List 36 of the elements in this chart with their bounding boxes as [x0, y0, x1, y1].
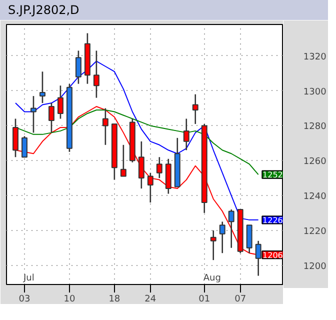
- y-tick-label: 1200: [303, 262, 327, 272]
- candlestick: [57, 84, 64, 120]
- candlestick: [255, 240, 262, 276]
- x-tick-label: 10: [64, 294, 76, 304]
- candlestick: [93, 50, 100, 98]
- y-tick-label: 1220: [303, 226, 327, 237]
- data-label: 1252: [262, 170, 283, 180]
- chart-title: S.JP.J2802,D: [8, 2, 80, 19]
- candlestick: [75, 50, 82, 84]
- candlestick: [246, 224, 252, 254]
- x-tick-label: 03: [18, 294, 30, 304]
- candlestick: [30, 95, 36, 134]
- x-tick-label: 18: [108, 294, 120, 304]
- candlestick: [210, 230, 216, 261]
- candlestick: [156, 156, 162, 179]
- candlestick: [183, 118, 190, 151]
- candlestick: [138, 140, 144, 190]
- candlestick: [219, 221, 226, 254]
- candlestick: [192, 94, 198, 125]
- candlestick: [22, 136, 28, 158]
- annotation: Aug: [203, 274, 221, 284]
- candlestick: [147, 172, 154, 204]
- candlestick: [40, 70, 46, 104]
- data-label: 1206: [262, 250, 283, 260]
- y-tick-label: 1320: [303, 52, 327, 62]
- candlestick: [228, 208, 234, 249]
- y-tick-label: 1300: [303, 87, 327, 98]
- y-tick-label: 1260: [303, 157, 327, 168]
- data-label: 1226: [262, 216, 283, 225]
- x-tick-label: 24: [144, 294, 156, 304]
- candlestick: [120, 144, 126, 177]
- y-tick-label: 1280: [303, 122, 327, 132]
- x-tick-label: 07: [234, 294, 246, 304]
- annotation: Jul: [22, 274, 34, 284]
- x-tick-label: 01: [198, 294, 210, 304]
- y-tick-label: 1240: [303, 192, 327, 202]
